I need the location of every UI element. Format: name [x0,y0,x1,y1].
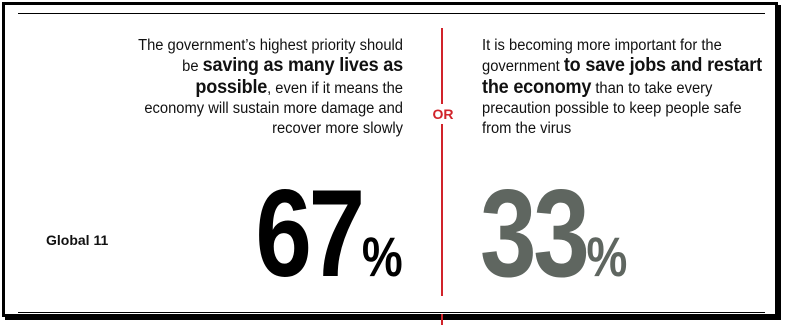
option-right-statement: It is becoming more important for the go… [482,36,767,139]
center-divider-stub [441,314,443,325]
or-separator: OR [430,104,456,124]
bottom-rule [18,312,765,313]
option-left-value: 67 [255,165,366,303]
option-right-text-after: than to take every precaution possible t… [482,79,742,138]
row-label: Global 11 [46,232,109,248]
option-left-unit: % [362,225,403,288]
option-left-statement: The government’s highest priority should… [134,36,403,139]
option-right-percentage: 33% [480,172,628,296]
option-right-unit: % [586,225,628,288]
option-left-text-before: The government’s highest priority should… [138,37,404,76]
option-right-text-bold: to save jobs and restart the economy [482,55,762,98]
chart-frame [2,2,778,317]
option-left-text-bold: saving as many lives as possible [195,55,403,98]
center-divider [441,28,443,296]
option-left-text-after: , even if it means the economy will sust… [144,79,403,138]
top-rule [18,13,765,14]
option-left-percentage: 67% [256,172,403,296]
option-right-value: 33 [480,165,590,303]
option-right-text-before: It is becoming more important for the go… [482,37,722,76]
